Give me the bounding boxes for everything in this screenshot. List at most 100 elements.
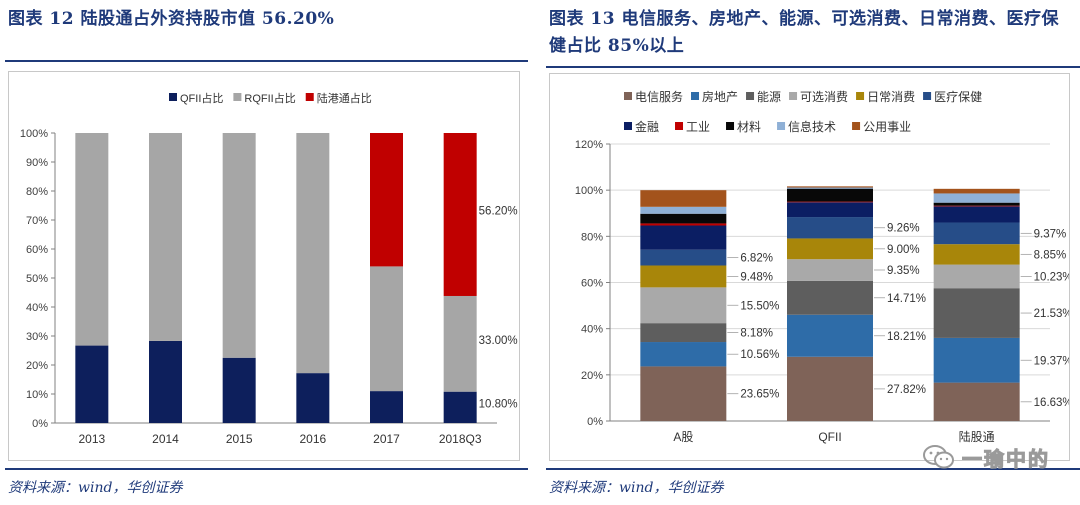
legend-swatch-材料 — [726, 122, 735, 130]
bar-segment-2015-qfii占比 — [222, 357, 256, 423]
right-source-note: 资料来源：wind，华创证券 — [549, 480, 724, 496]
bar-segment-2016-qfii占比 — [296, 373, 330, 423]
legend-label-公用事业: 公用事业 — [863, 120, 911, 134]
left-source-note: 资料来源：wind，华创证券 — [8, 480, 183, 496]
y-tick-label: 10% — [26, 389, 48, 401]
bar-segment-2017-qfii占比 — [370, 391, 403, 423]
right-figure-panel: 图表 13 电信服务、房地产、能源、可选消费、日常消费、医疗保健占比 85%以上… — [541, 0, 1080, 505]
bar-segment-2016-rqfii占比 — [296, 133, 330, 374]
bar-segment-2015-rqfii占比 — [222, 133, 256, 358]
watermark: 一瑜中的 — [922, 442, 1050, 472]
data-label-2018q3-rqfii占比: 33.00% — [479, 335, 518, 347]
bar-segment-2018q3-陆港通占比 — [443, 133, 477, 296]
y-tick-label: 90% — [26, 157, 48, 169]
bar-segment-陆股通-工业 — [933, 205, 1020, 207]
data-label-陆股通-能源: 21.53% — [1034, 308, 1069, 320]
legend-swatch-房地产 — [691, 92, 700, 100]
bar-segment-qfii-可选消费 — [787, 259, 873, 281]
legend-label-可选消费: 可选消费 — [800, 90, 848, 104]
legend-label-金融: 金融 — [635, 119, 659, 134]
legend-swatch-rqfii占比 — [233, 93, 242, 101]
bar-segment-qfii-工业 — [787, 201, 873, 203]
bar-segment-a股-金融 — [640, 225, 727, 250]
data-label-qfii-可选消费: 9.35% — [887, 265, 920, 277]
legend-swatch-陆港通占比 — [305, 93, 314, 101]
right-figure-title: 图表 13 电信服务、房地产、能源、可选消费、日常消费、医疗保健占比 85%以上 — [549, 9, 1059, 56]
x-tick-label-2015: 2015 — [226, 432, 253, 446]
x-tick-label-陆股通: 陆股通 — [959, 429, 995, 444]
data-label-陆股通-日常消费: 8.85% — [1034, 249, 1067, 261]
y-tick-label: 50% — [26, 273, 48, 285]
bar-segment-陆股通-公用事业 — [933, 188, 1020, 194]
y-tick-label: 60% — [581, 278, 603, 290]
bar-segment-qfii-金融 — [787, 202, 873, 218]
bar-segment-2013-rqfii占比 — [75, 133, 109, 346]
bar-segment-a股-房地产 — [640, 342, 727, 367]
legend-label-工业: 工业 — [686, 120, 710, 134]
legend-swatch-日常消费 — [856, 92, 865, 100]
data-label-2018q3-陆港通占比: 56.20% — [479, 205, 518, 217]
left-chart-frame: 0% 10% 20% 30% 40% 50% 60% 70% 80% 90% 100% 2013 201… — [8, 71, 520, 461]
left-stacked-bar-chart: 0% 10% 20% 30% 40% 50% 60% 70% 80% 90% 100% 2013 201… — [20, 91, 518, 446]
legend-swatch-qfii占比 — [169, 93, 177, 101]
bar-segment-陆股通-医疗保健 — [933, 222, 1020, 245]
bar-segment-2018q3-rqfii占比 — [443, 295, 477, 392]
legend-label-日常消费: 日常消费 — [867, 90, 915, 104]
bar-segment-qfii-房地产 — [787, 314, 873, 357]
legend-label-房地产: 房地产 — [702, 89, 738, 104]
legend-label-陆港通占比: 陆港通占比 — [317, 91, 372, 105]
right-stacked-bar-chart: 0% 20% 40% 60% 80% 100% 120% A股 QFII 陆股通 23.65% 10.… — [575, 89, 1073, 444]
bar-segment-qfii-日常消费 — [787, 238, 873, 260]
bar-segment-陆股通-电信服务 — [933, 382, 1020, 421]
left-figure-panel: 图表 12 陆股通占外资持股市值 56.20% 0% 10% 20% 30% 40% 50… — [0, 0, 528, 505]
bar-segment-陆股通-日常消费 — [933, 244, 1020, 265]
legend-swatch-电信服务 — [624, 92, 632, 100]
bar-segment-2017-陆港通占比 — [370, 133, 403, 267]
legend-swatch-可选消费 — [789, 92, 798, 100]
right-bottom-rule — [546, 468, 1080, 470]
bar-segment-陆股通-材料 — [933, 202, 1020, 206]
left-figure-title: 图表 12 陆股通占外资持股市值 56.20% — [8, 9, 335, 29]
y-tick-label: 70% — [26, 215, 48, 227]
right-chart-frame: 0% 20% 40% 60% 80% 100% 120% A股 QFII 陆股通 23.65% 10.… — [549, 73, 1073, 461]
bar-segment-陆股通-金融 — [933, 206, 1020, 223]
bar-segment-qfii-材料 — [787, 188, 873, 202]
bar-segment-a股-医疗保健 — [640, 249, 727, 266]
bar-segment-2017-rqfii占比 — [370, 266, 403, 392]
bar-segment-a股-可选消费 — [640, 287, 727, 324]
y-tick-label: 100% — [20, 128, 48, 140]
data-label-a股-医疗保健: 6.82% — [740, 253, 773, 265]
data-label-qfii-医疗保健: 9.26% — [887, 223, 920, 235]
y-tick-label: 0% — [587, 416, 603, 428]
x-tick-label-a股: A股 — [673, 430, 693, 444]
legend-label-信息技术: 信息技术 — [788, 119, 836, 134]
bar-segment-qfii-信息技术 — [787, 187, 873, 189]
data-label-陆股通-电信服务: 16.63% — [1034, 397, 1069, 409]
data-label-陆股通-房地产: 19.37% — [1034, 355, 1069, 367]
legend-swatch-公用事业 — [852, 122, 861, 130]
x-tick-label-2013: 2013 — [78, 432, 105, 446]
y-tick-label: 80% — [26, 186, 48, 198]
bar-segment-陆股通-房地产 — [933, 337, 1020, 383]
bar-segment-qfii-公用事业 — [787, 186, 873, 188]
data-label-qfii-能源: 14.71% — [887, 293, 926, 305]
y-tick-label: 20% — [26, 360, 48, 372]
legend-swatch-工业 — [675, 122, 684, 130]
x-tick-label-2018q3: 2018Q3 — [439, 432, 482, 446]
right-title-rule — [546, 66, 1080, 68]
data-label-陆股通-可选消费: 10.23% — [1034, 271, 1069, 283]
y-tick-label: 0% — [32, 418, 48, 430]
left-title-rule — [5, 60, 528, 62]
legend-swatch-金融 — [624, 122, 632, 130]
bar-segment-qfii-电信服务 — [787, 356, 873, 421]
legend-label-电信服务: 电信服务 — [635, 89, 683, 104]
y-tick-label: 60% — [26, 244, 48, 256]
bar-segment-qfii-医疗保健 — [787, 217, 873, 239]
legend-swatch-能源 — [746, 92, 755, 100]
left-bottom-rule — [5, 468, 528, 470]
bar-segment-a股-电信服务 — [640, 366, 727, 421]
bar-segment-a股-能源 — [640, 323, 727, 343]
data-label-2018q3-qfii占比: 10.80% — [479, 398, 518, 410]
y-tick-label: 40% — [26, 302, 48, 314]
bar-segment-a股-信息技术 — [640, 206, 727, 214]
